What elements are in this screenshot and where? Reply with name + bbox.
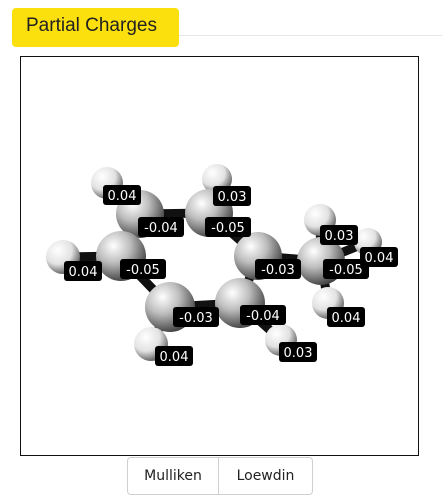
charge-label: 0.03	[279, 342, 317, 362]
panel-title: Partial Charges	[26, 15, 157, 36]
charge-label: 0.04	[327, 307, 365, 327]
charge-label: 0.04	[155, 346, 193, 366]
charge-label: 0.04	[103, 185, 141, 205]
charge-label: -0.04	[138, 217, 184, 237]
charge-value: 0.04	[160, 350, 189, 365]
charge-value: 0.03	[284, 346, 313, 361]
charge-method-buttons: Mulliken Loewdin	[127, 457, 313, 495]
molecule-canvas: 0.04 0.03-0.04 -0.050.04 -0.05 -0.030.03-0.0…	[46, 164, 398, 366]
charge-label: 0.04	[64, 261, 102, 281]
charge-label: -0.05	[205, 217, 251, 237]
charge-value: -0.05	[126, 263, 160, 278]
charge-value: 0.04	[108, 189, 137, 204]
charge-label: -0.03	[173, 307, 219, 327]
charge-value: -0.03	[261, 263, 295, 278]
charge-label: -0.04	[240, 305, 286, 325]
charge-value: 0.04	[69, 265, 98, 280]
charge-label: 0.03	[320, 225, 358, 245]
loewdin-button[interactable]: Loewdin	[219, 457, 313, 495]
charge-label: 0.04	[360, 247, 398, 267]
panel-title-tab[interactable]: Partial Charges	[12, 8, 179, 47]
charge-value: 0.04	[332, 311, 361, 326]
charge-value: -0.04	[246, 309, 280, 324]
mulliken-button[interactable]: Mulliken	[127, 457, 219, 495]
charge-value: -0.05	[211, 221, 245, 236]
tab-underline	[178, 35, 442, 36]
charge-value: -0.04	[144, 221, 178, 236]
charge-label: -0.05	[323, 259, 369, 279]
charge-label: -0.05	[120, 259, 166, 279]
charge-value: 0.04	[365, 251, 394, 266]
charge-value: -0.05	[329, 263, 363, 278]
molecule-viewer[interactable]: 0.04 0.03 -0.04 -0.05 0.04 -0.05 -0.03 0.03 -0.0…	[20, 56, 419, 456]
charge-value: -0.03	[179, 311, 213, 326]
charge-value: 0.03	[218, 190, 247, 205]
charge-label: -0.03	[255, 259, 301, 279]
charge-value: 0.03	[325, 229, 354, 244]
charge-label: 0.03	[213, 186, 251, 206]
